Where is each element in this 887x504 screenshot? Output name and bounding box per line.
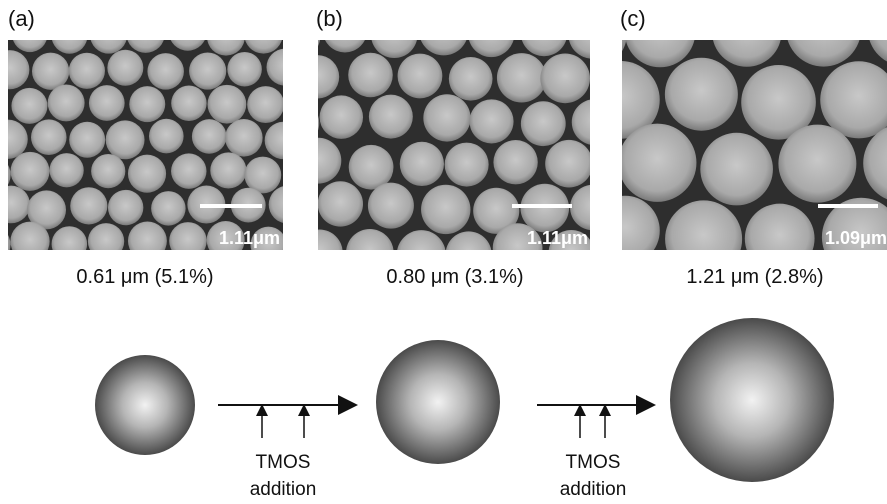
particle [189, 52, 226, 89]
particle [590, 196, 660, 266]
particle [449, 57, 493, 101]
panel-label: (b) [316, 6, 343, 31]
particle [88, 223, 124, 259]
particle [570, 185, 616, 231]
sphere-small [95, 355, 195, 455]
scale-bar-label: 1.11μm [527, 228, 588, 248]
particle [169, 13, 207, 51]
particle [225, 119, 263, 157]
scale-bar-label: 1.09μm [825, 228, 887, 248]
particle [521, 9, 568, 56]
particle [171, 85, 206, 120]
particle [493, 140, 537, 184]
particle [423, 94, 470, 141]
particle [369, 95, 413, 139]
particle [151, 191, 185, 225]
particle [128, 155, 166, 193]
particle [296, 55, 339, 98]
particle [90, 17, 127, 54]
particle [31, 119, 67, 155]
particle [192, 119, 227, 154]
particle [521, 101, 566, 146]
particle [89, 85, 125, 121]
particle [48, 84, 85, 121]
particle [318, 181, 363, 226]
particle [320, 95, 363, 138]
particle [49, 153, 83, 187]
particle [32, 53, 69, 90]
particle [712, 0, 782, 67]
particle [91, 154, 125, 188]
particle [128, 221, 167, 260]
caption: 0.61 μm (5.1%) [76, 266, 213, 288]
particle [419, 6, 469, 56]
particle [778, 125, 856, 203]
particle [244, 15, 282, 53]
particle [69, 53, 105, 89]
particle [497, 53, 546, 102]
particle [10, 222, 49, 261]
particle [421, 185, 470, 234]
particle [540, 54, 590, 104]
particle [227, 52, 262, 87]
particle [618, 124, 696, 202]
particle [468, 11, 514, 57]
figure: (a) (b) (c) 1.11μm 1.11μm 1.09μm 0.61 μm… [0, 0, 887, 504]
particle [126, 14, 165, 53]
particle [400, 142, 444, 186]
particle [665, 58, 738, 131]
particle [349, 145, 394, 190]
step-label: TMOS [566, 452, 621, 473]
scale-bar-label: 1.11μm [219, 228, 280, 248]
particle [149, 119, 184, 154]
particle [0, 83, 6, 122]
particle [398, 54, 443, 99]
particle [247, 86, 284, 123]
particle [10, 152, 49, 191]
step-label: addition [560, 479, 627, 500]
panel-label: (c) [620, 6, 646, 31]
particle [210, 152, 246, 188]
sphere-medium [376, 340, 500, 464]
particle [445, 143, 489, 187]
particle [11, 88, 47, 124]
particle [52, 226, 88, 262]
step-label: TMOS [256, 452, 311, 473]
particle [296, 230, 343, 277]
particle [108, 190, 143, 225]
particle [469, 99, 513, 143]
particle [295, 138, 341, 184]
particle [171, 153, 206, 188]
particle [745, 204, 815, 274]
panel-label: (a) [8, 6, 35, 31]
sem-panel-a [0, 13, 307, 264]
particle [69, 122, 105, 158]
particle [368, 183, 414, 229]
particle [266, 49, 303, 86]
particle [147, 53, 183, 89]
particle [207, 85, 246, 124]
particle [269, 186, 307, 224]
particle [129, 86, 165, 122]
caption: 0.80 μm (3.1%) [386, 266, 523, 288]
particle [700, 133, 773, 206]
particle [545, 140, 593, 188]
particle [107, 50, 143, 86]
step-label: addition [250, 479, 317, 500]
particle [520, 184, 569, 233]
particle [207, 18, 245, 56]
particle [348, 53, 393, 98]
particle [52, 18, 88, 54]
particle [572, 99, 618, 145]
particle [106, 120, 145, 159]
particle [568, 10, 616, 58]
sphere-large [670, 318, 834, 482]
caption: 1.21 μm (2.8%) [686, 266, 823, 288]
particle [265, 122, 302, 159]
particle [70, 187, 107, 224]
particle [169, 222, 207, 260]
particle [371, 11, 418, 58]
